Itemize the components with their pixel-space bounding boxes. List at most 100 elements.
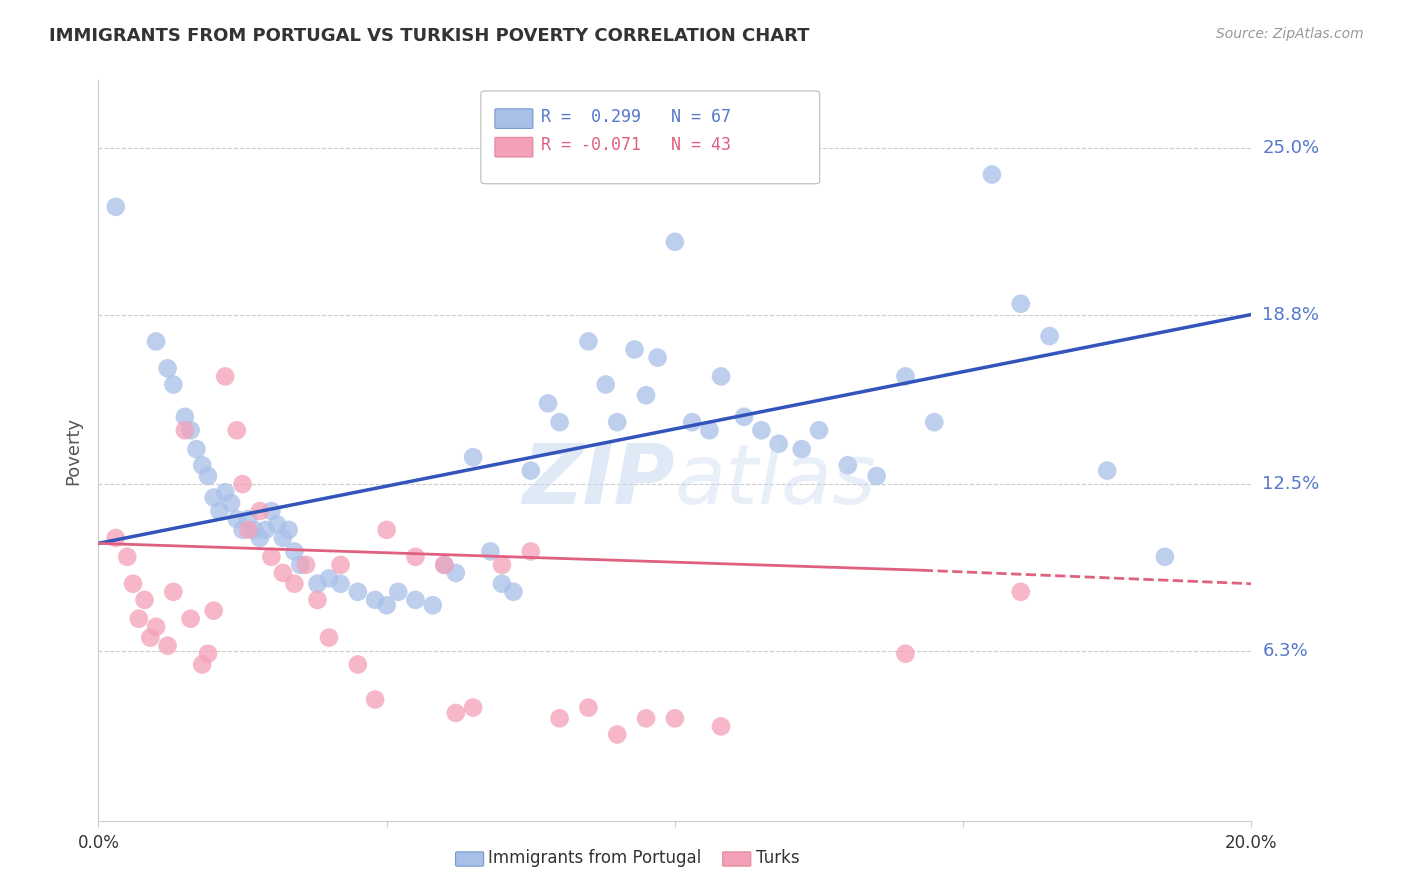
Point [578, 700, 600, 714]
Text: Immigrants from Portugal: Immigrants from Portugal [488, 849, 702, 867]
Point [249, 504, 271, 518]
Point [180, 612, 202, 626]
Text: 12.5%: 12.5% [1263, 475, 1320, 493]
Point [174, 409, 197, 424]
Point [145, 334, 167, 349]
Point [710, 369, 733, 384]
Point [104, 531, 127, 545]
Point [214, 369, 236, 384]
Point [307, 593, 329, 607]
Point [595, 377, 617, 392]
Point [636, 711, 658, 725]
Point [866, 469, 889, 483]
Text: Source: ZipAtlas.com: Source: ZipAtlas.com [1216, 27, 1364, 41]
Point [290, 558, 312, 572]
Point [277, 523, 299, 537]
Point [271, 531, 294, 545]
Point [790, 442, 813, 456]
Point [924, 415, 946, 429]
Point [186, 442, 208, 456]
Point [162, 584, 184, 599]
Point [1010, 297, 1032, 311]
Point [751, 423, 773, 437]
Point [238, 523, 260, 537]
Point [145, 620, 167, 634]
Point [208, 504, 231, 518]
Text: R =  0.299   N = 67: R = 0.299 N = 67 [541, 108, 731, 126]
Point [174, 423, 197, 437]
Point [346, 657, 368, 672]
Text: 25.0%: 25.0% [1263, 138, 1320, 157]
Point [249, 531, 271, 545]
Point [202, 491, 225, 505]
Point [191, 657, 214, 672]
Point [491, 576, 513, 591]
Point [733, 409, 755, 424]
Point [710, 719, 733, 733]
Point [681, 415, 703, 429]
Point [548, 415, 571, 429]
Point [283, 576, 305, 591]
Point [405, 593, 427, 607]
Point [295, 558, 318, 572]
Point [266, 517, 288, 532]
Point [197, 469, 219, 483]
Point [699, 423, 721, 437]
Point [156, 639, 179, 653]
Point [664, 711, 686, 725]
Point [461, 700, 484, 714]
Point [502, 584, 524, 599]
Point [219, 496, 242, 510]
Point [1039, 329, 1062, 343]
Text: 6.3%: 6.3% [1263, 642, 1308, 660]
Point [134, 593, 156, 607]
Point [636, 388, 658, 402]
Point [318, 571, 340, 585]
Point [117, 549, 139, 564]
Point [231, 477, 254, 491]
Point [191, 458, 214, 473]
Text: 18.8%: 18.8% [1263, 305, 1319, 324]
Point [1010, 584, 1032, 599]
Point [433, 558, 456, 572]
Point [837, 458, 859, 473]
Point [1097, 464, 1119, 478]
Point [375, 599, 398, 613]
Point [254, 523, 277, 537]
Point [225, 423, 247, 437]
Point [405, 549, 427, 564]
Point [283, 544, 305, 558]
Point [578, 334, 600, 349]
Point [364, 593, 387, 607]
Point [894, 369, 917, 384]
Text: atlas: atlas [675, 440, 876, 521]
Point [623, 343, 645, 357]
Point [606, 727, 628, 741]
Point [444, 566, 467, 580]
Point [202, 604, 225, 618]
Point [243, 523, 266, 537]
Text: 20.0%: 20.0% [1225, 834, 1278, 852]
Point [225, 512, 247, 526]
Point [139, 631, 162, 645]
Point [197, 647, 219, 661]
Point [180, 423, 202, 437]
Text: Turks: Turks [756, 849, 800, 867]
Point [808, 423, 831, 437]
Point [491, 558, 513, 572]
Point [375, 523, 398, 537]
Y-axis label: Poverty: Poverty [65, 417, 83, 484]
Text: 0.0%: 0.0% [77, 834, 120, 852]
Point [346, 584, 368, 599]
Point [271, 566, 294, 580]
Point [479, 544, 502, 558]
Point [387, 584, 409, 599]
Point [444, 706, 467, 720]
Point [260, 504, 283, 518]
Point [214, 485, 236, 500]
Point [520, 464, 543, 478]
Point [520, 544, 543, 558]
Point [422, 599, 444, 613]
Point [307, 576, 329, 591]
Point [231, 523, 254, 537]
